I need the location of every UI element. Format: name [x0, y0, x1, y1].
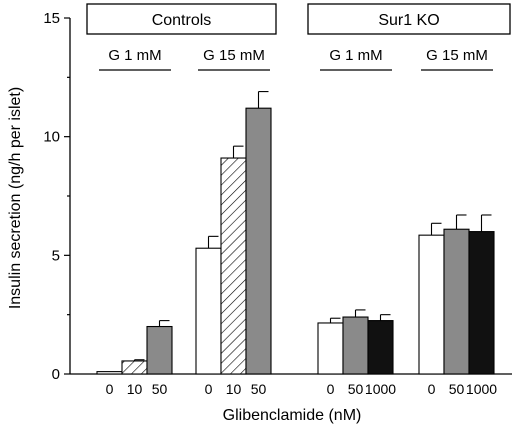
x-tick-label: 0: [327, 381, 335, 397]
glucose-group-label: G 15 mM: [203, 47, 265, 64]
glucose-group-label: G 1 mM: [108, 47, 161, 64]
x-tick-label: 0: [106, 381, 114, 397]
bar: [121, 360, 148, 375]
x-tick-label: 50: [348, 381, 364, 397]
y-axis-label: Insulin secretion (ng/h per islet): [7, 87, 24, 309]
x-axis-label: Glibenclamide (nM): [223, 407, 362, 424]
x-tick-label: 1000: [466, 381, 497, 397]
x-tick-label: 0: [428, 381, 436, 397]
y-tick-label: 10: [43, 129, 60, 146]
glucose-group-label: G 1 mM: [329, 47, 382, 64]
panel-label-box: [86, 3, 277, 35]
bar: [342, 316, 369, 375]
x-tick-label: 10: [127, 381, 143, 397]
y-tick-label: 15: [43, 10, 60, 27]
y-tick-label: 0: [52, 366, 60, 383]
panel-label: Sur1 KO: [378, 12, 439, 29]
y-tick-label: 5: [52, 247, 60, 264]
bar: [443, 228, 470, 375]
bar: [317, 322, 344, 375]
panel-label: Controls: [152, 12, 212, 29]
bar: [220, 157, 247, 375]
bar: [96, 371, 123, 375]
bar: [146, 325, 173, 375]
bars: [96, 91, 495, 375]
glucose-group-label: G 15 mM: [426, 47, 488, 64]
bar: [418, 234, 445, 375]
bar: [245, 107, 272, 375]
x-tick-label: 10: [226, 381, 242, 397]
x-tick-label: 0: [205, 381, 213, 397]
x-tick-label: 50: [449, 381, 465, 397]
x-tick-label: 50: [251, 381, 267, 397]
bar: [468, 231, 495, 375]
bar: [195, 247, 222, 375]
panel-label-box: [307, 3, 511, 35]
bar: [367, 320, 394, 375]
labels: Controls G 1 mM 0 10 50 G 15 mM 0 10 50 Sur1 KO G …: [86, 3, 511, 397]
x-tick-label: 50: [152, 381, 168, 397]
x-tick-label: 1000: [365, 381, 396, 397]
